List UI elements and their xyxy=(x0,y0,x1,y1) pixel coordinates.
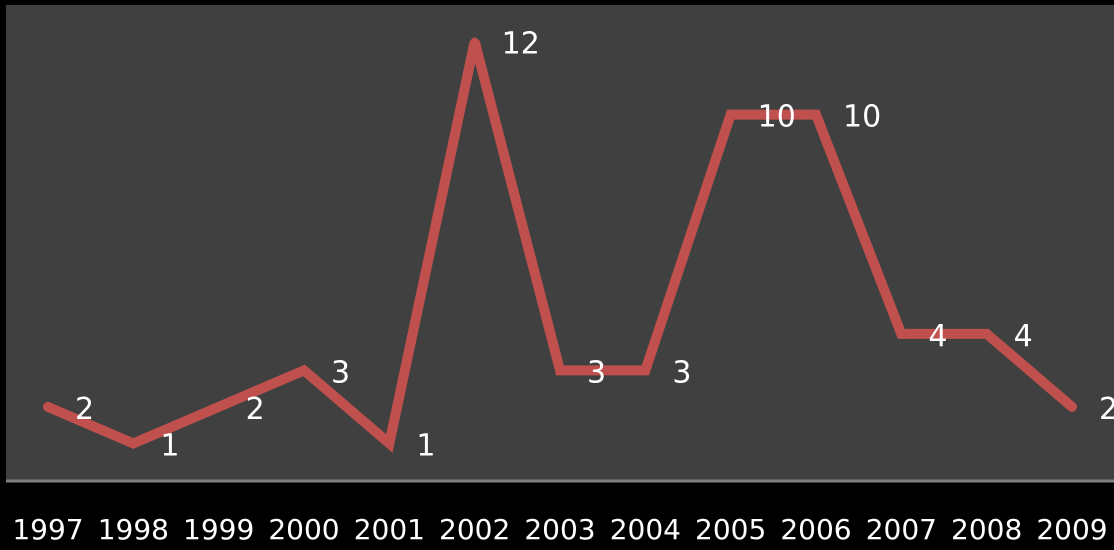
data-label-2008: 4 xyxy=(1014,319,1033,354)
data-point-1998 xyxy=(129,439,138,448)
data-label-2000: 3 xyxy=(331,355,350,390)
data-label-2007: 4 xyxy=(928,319,947,354)
x-tick-label-layer: 1997 1998 1999 2000 2001 2002 2003 2004 2005 2006… xyxy=(12,513,1107,546)
data-point-2007 xyxy=(897,329,906,338)
data-point-2006 xyxy=(812,110,820,119)
data-point-2001 xyxy=(385,439,394,448)
data-label-2001: 1 xyxy=(416,428,435,463)
data-point-2004 xyxy=(641,366,650,375)
data-point-2003 xyxy=(556,366,564,375)
data-label-2009: 2 xyxy=(1099,392,1114,427)
x-tick-label-2009: 2009 xyxy=(1036,513,1107,546)
x-tick-label-2000: 2000 xyxy=(268,513,339,546)
x-tick-label-2006: 2006 xyxy=(780,513,851,546)
x-tick-label-2007: 2007 xyxy=(866,513,937,546)
series-layer xyxy=(43,37,1077,453)
plot-area xyxy=(6,5,1114,480)
data-point-1999 xyxy=(214,402,223,411)
data-point-2008 xyxy=(982,329,991,338)
data-point-2009 xyxy=(1068,402,1076,411)
x-tick-label-2004: 2004 xyxy=(610,513,681,546)
data-label-2003: 3 xyxy=(587,355,606,390)
x-tick-label-2005: 2005 xyxy=(695,513,766,546)
data-point-2005 xyxy=(726,110,735,119)
x-tick-label-2002: 2002 xyxy=(439,513,510,546)
data-point-2000 xyxy=(300,366,308,375)
x-tick-label-1998: 1998 xyxy=(98,513,169,546)
x-tick-label-2008: 2008 xyxy=(951,513,1022,546)
x-tick-label-1999: 1999 xyxy=(183,513,254,546)
data-label-2004: 3 xyxy=(672,355,691,390)
data-label-2005: 10 xyxy=(758,100,796,135)
data-label-1997: 2 xyxy=(75,392,94,427)
x-tick-label-1997: 1997 xyxy=(12,513,83,546)
data-label-1998: 1 xyxy=(160,428,179,463)
x-tick-label-2003: 2003 xyxy=(524,513,595,546)
data-label-2006: 10 xyxy=(843,100,881,135)
data-label-2002: 12 xyxy=(502,27,540,62)
data-label-1999: 2 xyxy=(246,392,265,427)
data-point-2002 xyxy=(470,37,479,46)
data-point-1997 xyxy=(44,402,52,411)
x-tick-label-2001: 2001 xyxy=(354,513,425,546)
